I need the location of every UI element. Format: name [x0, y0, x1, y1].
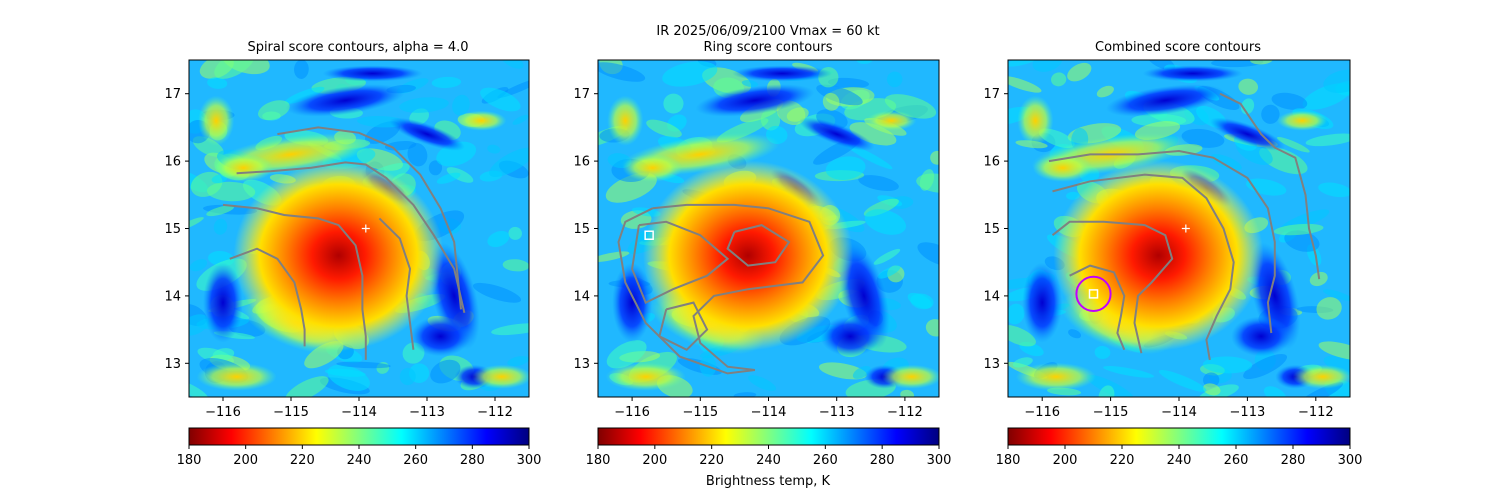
colorbar-tick-label: 220: [1110, 453, 1135, 468]
y-tick-label: 17: [573, 87, 590, 102]
colorbar-tick-label: 180: [996, 453, 1021, 468]
y-tick-label: 13: [983, 357, 1000, 372]
colorbar-tick-label: 280: [870, 453, 895, 468]
contour-line-4: [1069, 264, 1126, 351]
x-tick-label: −114: [1161, 405, 1197, 420]
colorbar-tick-label: 260: [1224, 453, 1249, 468]
x-tick-label: −115: [682, 405, 718, 420]
x-tick-label: −113: [1230, 405, 1266, 420]
colorbar-label: Brightness temp, K: [706, 474, 831, 489]
score-contours: [617, 203, 825, 375]
center-square-marker: [1088, 289, 1099, 299]
colorbar-gradient: [188, 427, 530, 446]
colorbar-tick-label: 240: [1167, 453, 1192, 468]
storm-core: [233, 160, 444, 351]
contour-line-3: [658, 301, 709, 352]
colorbar-tick-label: 300: [517, 453, 542, 468]
x-tick-label: −115: [1093, 405, 1129, 420]
colorbar-tick-label: 200: [1053, 453, 1078, 468]
x-tick-label: −116: [614, 405, 650, 420]
contour-line-1: [726, 224, 791, 267]
panel-ring-title: Ring score contours: [703, 40, 832, 55]
center-plus-marker: [361, 224, 370, 233]
score-contours: [1048, 92, 1321, 361]
contour-line-2: [1219, 92, 1321, 280]
x-tick-label: −112: [477, 405, 513, 420]
colorbar-tick-label: 240: [347, 453, 372, 468]
combined-colorbar: 180 200 220 240 260 280 300: [996, 427, 1363, 468]
x-tick-label: −114: [341, 405, 377, 420]
panel-spiral-title: Spiral score contours, alpha = 4.0: [247, 40, 468, 55]
contour-line-0: [236, 161, 466, 314]
y-tick-label: 15: [983, 222, 1000, 237]
x-tick-label: −116: [205, 405, 241, 420]
panel-ring: Ring score contours −116 −115 −114 −113 −112…: [573, 40, 952, 489]
colorbar-tick-label: 220: [290, 453, 315, 468]
colorbar-tick-label: 200: [233, 453, 258, 468]
ir-image: [1008, 60, 1350, 397]
colorbar-gradient: [1007, 427, 1351, 446]
colorbar-tick-label: 260: [813, 453, 838, 468]
contour-line-0: [1048, 149, 1276, 334]
colorbar-tick-label: 200: [642, 453, 667, 468]
contour-line-2: [222, 203, 367, 360]
ring-colorbar: 180 200 220 240 260 280 300: [586, 427, 952, 468]
x-tick-label: −112: [1298, 405, 1334, 420]
contour-line-1: [277, 126, 462, 310]
panel-spiral: Spiral score contours, alpha = 4.0 −116−…: [164, 40, 542, 468]
contour-line-2: [631, 220, 730, 304]
colorbar-tick-label: 260: [403, 453, 428, 468]
x-tick-label: −115: [273, 405, 309, 420]
score-contours: [222, 126, 466, 360]
y-tick-label: 14: [983, 289, 1000, 304]
panel-combined-title: Combined score contours: [1095, 40, 1261, 55]
contour-line-0: [617, 203, 825, 375]
y-tick-label: 14: [164, 289, 181, 304]
spiral-colorbar: 180 200 220 240 260 280 300: [177, 427, 542, 468]
ring-plot-area: −116 −115 −114 −113 −112 13 14 15 16 17: [573, 59, 940, 420]
x-tick-label: −112: [887, 405, 923, 420]
contour-line-4: [378, 217, 415, 350]
x-tick-label: −113: [819, 405, 855, 420]
colorbar-tick-label: 220: [699, 453, 724, 468]
x-tick-label: −113: [409, 405, 445, 420]
x-tick-label: −114: [751, 405, 787, 420]
y-tick-label: 16: [164, 155, 181, 170]
ir-image: [598, 60, 939, 397]
colorbar-tick-label: 300: [1338, 453, 1363, 468]
contour-line-1: [1052, 173, 1235, 361]
y-tick-label: 16: [983, 155, 1000, 170]
colorbar-tick-label: 300: [927, 453, 952, 468]
y-tick-label: 13: [164, 357, 181, 372]
x-tick-label: −116: [1024, 405, 1060, 420]
center-square-marker: [644, 230, 654, 240]
panel-combined: Combined score contours −116 −115 −114 −113…: [983, 40, 1363, 468]
y-tick-label: 16: [573, 155, 590, 170]
colorbar-tick-label: 280: [1281, 453, 1306, 468]
contour-line-3: [1051, 220, 1174, 354]
colorbar-gradient: [597, 427, 940, 446]
y-tick-label: 15: [573, 222, 590, 237]
colorbar-tick-label: 180: [177, 453, 202, 468]
figure-suptitle: IR 2025/06/09/2100 Vmax = 60 kt: [656, 24, 879, 39]
y-tick-label: 17: [164, 87, 181, 102]
combined-plot-area: −116 −115 −114 −113 −112 13 14 15 16 17: [983, 59, 1351, 420]
colorbar-tick-label: 280: [460, 453, 485, 468]
y-tick-label: 15: [164, 222, 181, 237]
storm-core: [643, 160, 854, 351]
colorbar-tick-label: 180: [586, 453, 611, 468]
center-circle: [1075, 275, 1112, 312]
contour-line-3: [229, 247, 306, 347]
y-tick-label: 13: [573, 357, 590, 372]
colorbar-tick-label: 240: [756, 453, 781, 468]
center-plus-marker: [1181, 224, 1190, 233]
ir-image: [189, 60, 529, 397]
spiral-plot-area: −116 −115 −114 −113 −112 13 14 15 16 17: [164, 59, 530, 420]
y-tick-label: 14: [573, 289, 590, 304]
y-tick-label: 17: [983, 87, 1000, 102]
